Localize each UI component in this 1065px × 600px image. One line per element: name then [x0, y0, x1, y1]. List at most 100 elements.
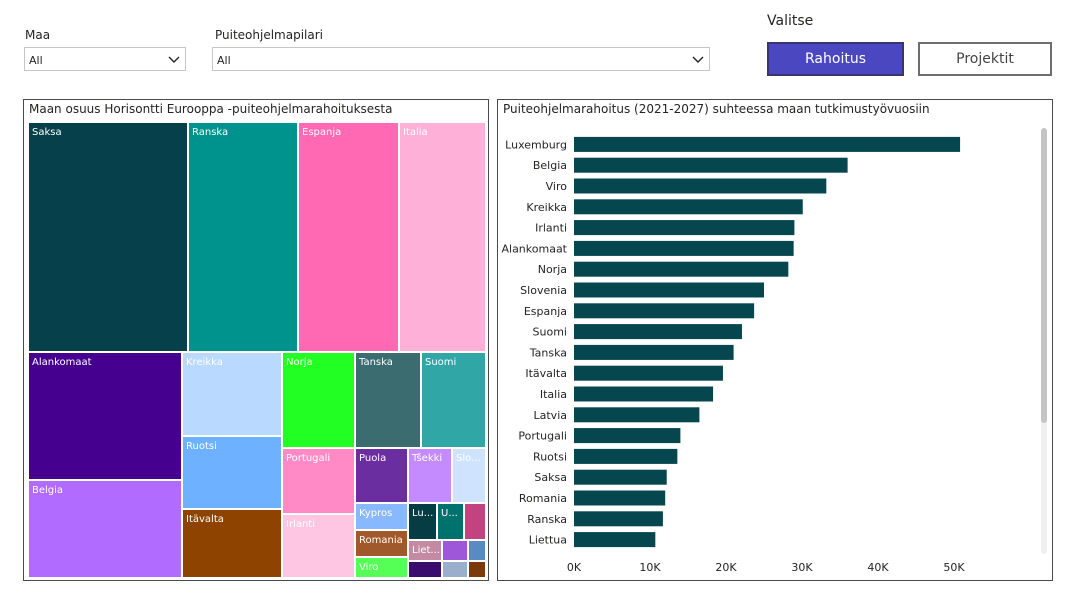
treemap-cell[interactable]: Itävalta	[182, 509, 282, 578]
treemap-cell-label: Suomi	[425, 357, 457, 368]
x-tick-label: 50K	[943, 561, 965, 574]
bar[interactable]	[574, 136, 961, 152]
category-label: Alankomaat	[501, 242, 567, 255]
treemap-cell[interactable]: Kypros	[355, 503, 408, 530]
bar-chart-scrollbar[interactable]	[1041, 128, 1047, 554]
pilari-dropdown-value: All	[217, 54, 231, 67]
treemap-cell[interactable]: Saksa	[28, 122, 188, 352]
treemap-cell[interactable]: Tanska	[355, 352, 421, 448]
maa-dropdown[interactable]: All	[24, 47, 186, 71]
treemap-cell-label: Ruotsi	[186, 441, 217, 452]
pilari-filter-label: Puiteohjelmapilari	[215, 28, 323, 42]
category-label: Itävalta	[525, 367, 567, 380]
maa-filter-label: Maa	[25, 28, 51, 42]
treemap-cell-label: Liet...	[412, 545, 440, 556]
x-tick-label: 10K	[639, 561, 661, 574]
bar[interactable]	[574, 261, 789, 277]
bar[interactable]	[574, 282, 764, 298]
bar[interactable]	[574, 365, 723, 381]
treemap-cell[interactable]: Tšekki	[408, 448, 452, 503]
bar[interactable]	[574, 469, 667, 485]
treemap-cell-label: Itävalta	[186, 514, 224, 525]
pilari-dropdown[interactable]: All	[212, 47, 710, 71]
bar[interactable]	[574, 448, 678, 464]
bar[interactable]	[574, 220, 795, 236]
bar[interactable]	[574, 407, 700, 423]
category-label: Saksa	[534, 471, 567, 484]
bar[interactable]	[574, 157, 848, 173]
bar[interactable]	[574, 303, 755, 319]
bar-chart-panel: Puiteohjelmarahoitus (2021-2027) suhtees…	[497, 99, 1053, 581]
treemap-cell[interactable]	[442, 540, 468, 561]
category-label: Viro	[546, 180, 568, 193]
treemap-cell[interactable]	[468, 540, 486, 561]
valitse-label: Valitse	[767, 13, 814, 29]
bar[interactable]	[574, 178, 827, 194]
bar[interactable]	[574, 324, 742, 340]
treemap-cell[interactable]	[464, 503, 486, 540]
treemap-cell[interactable]: Ranska	[188, 122, 298, 352]
treemap-cell[interactable]	[468, 561, 486, 578]
treemap-cell-label: U...	[441, 508, 458, 519]
treemap-cell-label: Norja	[286, 357, 313, 368]
treemap-cell[interactable]: Ruotsi	[182, 436, 282, 509]
treemap-cell[interactable]	[408, 561, 442, 578]
treemap-cell-label: Alankomaat	[32, 357, 92, 368]
treemap-cell[interactable]: Liet...	[408, 540, 442, 561]
bar[interactable]	[574, 240, 794, 256]
bar-chart-title: Puiteohjelmarahoitus (2021-2027) suhtees…	[503, 102, 930, 116]
treemap-area: Saksa Ranska Espanja Italia Alankomaat Belgia…	[28, 122, 486, 578]
treemap-cell[interactable]: Puola	[355, 448, 408, 503]
category-label: Ruotsi	[533, 450, 567, 463]
treemap-cell-label: Viro	[359, 562, 379, 573]
category-label: Latvia	[534, 409, 568, 422]
bar[interactable]	[574, 344, 734, 360]
bar-chart: Luxemburg Belgia Viro Kreikka Irlanti Alankom…	[501, 136, 965, 574]
treemap-cell[interactable]: Norja	[282, 352, 355, 448]
bar[interactable]	[574, 386, 714, 402]
treemap-cell[interactable]: Suomi	[421, 352, 486, 448]
x-tick-label: 0K	[567, 561, 582, 574]
treemap-cell-label: Kypros	[359, 508, 393, 519]
category-label: Slovenia	[520, 284, 567, 297]
category-label: Kreikka	[526, 201, 567, 214]
treemap-cell[interactable]: Irlanti	[282, 514, 355, 578]
scrollbar-thumb[interactable]	[1041, 128, 1047, 423]
treemap-cell[interactable]	[442, 561, 468, 578]
category-label: Suomi	[533, 326, 567, 339]
category-label: Espanja	[524, 305, 567, 318]
treemap-cell[interactable]: U...	[437, 503, 464, 540]
treemap-cell[interactable]: Belgia	[28, 480, 182, 578]
treemap-cell[interactable]: Viro	[355, 557, 408, 578]
bar[interactable]	[574, 199, 803, 215]
maa-dropdown-value: All	[29, 54, 43, 67]
category-label: Romania	[519, 492, 567, 505]
treemap-cell[interactable]: Romania	[355, 530, 408, 557]
bar[interactable]	[574, 490, 666, 506]
chevron-down-icon	[168, 56, 180, 63]
bar[interactable]	[574, 511, 663, 527]
rahoitus-button[interactable]: Rahoitus	[767, 42, 904, 76]
treemap-cell[interactable]: Italia	[399, 122, 486, 352]
projektit-button[interactable]: Projektit	[918, 42, 1052, 76]
treemap-cell-label: Lu...	[412, 508, 434, 519]
treemap-cell[interactable]: Lu...	[408, 503, 437, 540]
treemap-cell[interactable]: Slo...	[452, 448, 486, 503]
x-tick-label: 20K	[715, 561, 737, 574]
treemap-title: Maan osuus Horisontti Eurooppa -puiteohj…	[29, 102, 393, 116]
treemap-cell-label: Saksa	[32, 127, 62, 138]
treemap-cell-label: Espanja	[302, 127, 342, 138]
treemap-cell-label: Kreikka	[186, 357, 223, 368]
category-label: Luxemburg	[505, 138, 567, 151]
treemap-cell[interactable]: Portugali	[282, 448, 355, 514]
treemap-cell-label: Romania	[359, 535, 403, 546]
bar[interactable]	[574, 428, 681, 444]
bar[interactable]	[574, 532, 656, 548]
category-label: Irlanti	[535, 222, 567, 235]
treemap-cell[interactable]: Alankomaat	[28, 352, 182, 480]
treemap-cell[interactable]: Kreikka	[182, 352, 282, 436]
treemap-cell[interactable]: Espanja	[298, 122, 399, 352]
chevron-down-icon	[692, 56, 704, 63]
treemap-cell-label: Puola	[359, 453, 387, 464]
category-label: Liettua	[529, 534, 567, 547]
